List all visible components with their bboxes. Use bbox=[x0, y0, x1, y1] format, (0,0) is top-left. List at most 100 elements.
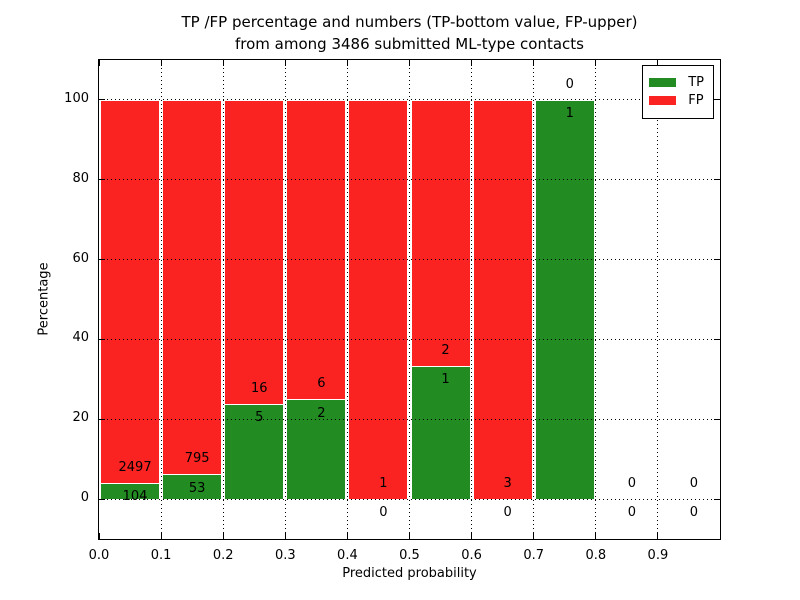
x-gridline bbox=[533, 60, 535, 539]
y-tick bbox=[714, 259, 720, 261]
fp-count-label: 0 bbox=[627, 475, 636, 491]
tp-count-label: 0 bbox=[379, 505, 388, 521]
x-tick bbox=[222, 533, 224, 539]
y-tick bbox=[99, 338, 105, 340]
tp-bar-segment bbox=[287, 399, 346, 500]
tp-count-label: 0 bbox=[503, 505, 512, 521]
y-tick bbox=[714, 418, 720, 420]
x-tick bbox=[98, 60, 100, 66]
fp-legend-label: FP bbox=[688, 93, 704, 108]
x-tick bbox=[657, 533, 659, 539]
fp-bar-segment bbox=[163, 99, 222, 475]
y-tick bbox=[714, 498, 720, 500]
tp-count-label: 0 bbox=[627, 505, 636, 521]
chart-title: TP /FP percentage and numbers (TP-bottom… bbox=[99, 11, 720, 55]
x-axis-label: Predicted probability bbox=[342, 566, 477, 581]
tp-count-label: 0 bbox=[689, 505, 699, 521]
x-tick bbox=[409, 533, 410, 539]
tp-bar-segment bbox=[411, 366, 470, 500]
fp-bar-segment bbox=[101, 99, 160, 484]
x-tick bbox=[595, 533, 597, 539]
x-tick bbox=[471, 60, 473, 66]
x-tick-label: 0.7 bbox=[523, 548, 545, 563]
legend: TP FP bbox=[642, 65, 714, 119]
fp-count-label: 2497 bbox=[118, 459, 152, 475]
y-tick bbox=[99, 259, 105, 261]
tp-bar-segment bbox=[101, 483, 160, 500]
x-tick bbox=[284, 533, 286, 539]
tp-count-label: 5 bbox=[255, 410, 264, 426]
y-tick bbox=[714, 338, 720, 340]
tp-count-label: 1 bbox=[441, 372, 450, 388]
tp-legend-label: TP bbox=[688, 75, 704, 90]
fp-bar-segment bbox=[411, 99, 470, 367]
y-tick-label: 40 bbox=[72, 330, 89, 346]
tp-count-label: 1 bbox=[565, 106, 574, 122]
tp-count-label: 2 bbox=[317, 405, 326, 421]
fp-count-label: 2 bbox=[441, 342, 450, 358]
x-gridline bbox=[222, 60, 224, 539]
fp-bar-segment bbox=[225, 99, 284, 405]
y-tick-label: 100 bbox=[64, 90, 89, 106]
x-tick-label: 0.0 bbox=[88, 548, 110, 563]
y-tick bbox=[99, 179, 105, 181]
fp-count-label: 1 bbox=[379, 475, 388, 491]
tp-bar-segment bbox=[163, 474, 222, 500]
tp-legend-swatch bbox=[649, 78, 677, 87]
x-tick bbox=[346, 60, 348, 66]
fp-count-label: 3 bbox=[503, 475, 512, 491]
tp-count-label: 104 bbox=[122, 489, 148, 505]
x-tick bbox=[160, 533, 162, 539]
x-gridline bbox=[471, 60, 473, 539]
tp-count-label: 53 bbox=[188, 480, 206, 496]
x-gridline bbox=[160, 60, 162, 539]
fp-legend-swatch bbox=[649, 96, 677, 105]
x-tick-label: 0.6 bbox=[461, 548, 482, 563]
x-gridline bbox=[595, 60, 597, 539]
x-tick bbox=[284, 60, 286, 66]
y-tick-label: 0 bbox=[80, 490, 89, 506]
y-axis-label: Percentage bbox=[36, 262, 52, 336]
y-tick bbox=[714, 179, 720, 181]
x-tick bbox=[222, 60, 224, 66]
x-gridline bbox=[346, 60, 348, 539]
y-tick-label: 20 bbox=[72, 410, 89, 426]
x-tick bbox=[346, 533, 348, 539]
x-tick bbox=[657, 60, 659, 66]
x-tick bbox=[160, 60, 162, 66]
legend-item-fp: FP bbox=[649, 93, 704, 108]
x-gridline bbox=[409, 60, 410, 539]
y-tick bbox=[99, 99, 105, 101]
fp-bar-segment bbox=[473, 99, 532, 500]
x-tick-label: 0.9 bbox=[647, 548, 669, 563]
x-tick-label: 0.2 bbox=[212, 548, 234, 563]
x-tick-label: 0.5 bbox=[399, 548, 420, 563]
fp-count-label: 6 bbox=[317, 376, 326, 392]
y-tick-label: 80 bbox=[72, 170, 89, 186]
x-tick-label: 0.3 bbox=[274, 548, 296, 563]
fp-count-label: 0 bbox=[565, 76, 574, 92]
x-tick bbox=[471, 533, 473, 539]
x-tick-label: 0.1 bbox=[150, 548, 172, 563]
fp-bar-segment bbox=[349, 99, 408, 500]
y-tick bbox=[714, 99, 720, 101]
x-tick bbox=[533, 60, 535, 66]
x-gridline bbox=[657, 60, 659, 539]
fp-count-label: 795 bbox=[184, 450, 210, 466]
tp-bar-segment bbox=[225, 404, 284, 500]
chart-title-line1: TP /FP percentage and numbers (TP-bottom… bbox=[181, 13, 638, 31]
y-tick-label: 60 bbox=[72, 250, 89, 266]
x-tick bbox=[409, 60, 410, 66]
x-tick bbox=[533, 533, 535, 539]
x-tick-label: 0.8 bbox=[585, 548, 607, 563]
x-tick bbox=[98, 533, 100, 539]
x-tick-label: 0.4 bbox=[337, 548, 358, 563]
y-tick bbox=[99, 498, 105, 500]
fp-count-label: 16 bbox=[250, 380, 268, 396]
x-gridline bbox=[284, 60, 286, 539]
fp-bar-segment bbox=[287, 99, 346, 400]
fp-count-label: 0 bbox=[689, 475, 699, 491]
legend-item-tp: TP bbox=[649, 75, 704, 90]
y-tick bbox=[99, 418, 105, 420]
